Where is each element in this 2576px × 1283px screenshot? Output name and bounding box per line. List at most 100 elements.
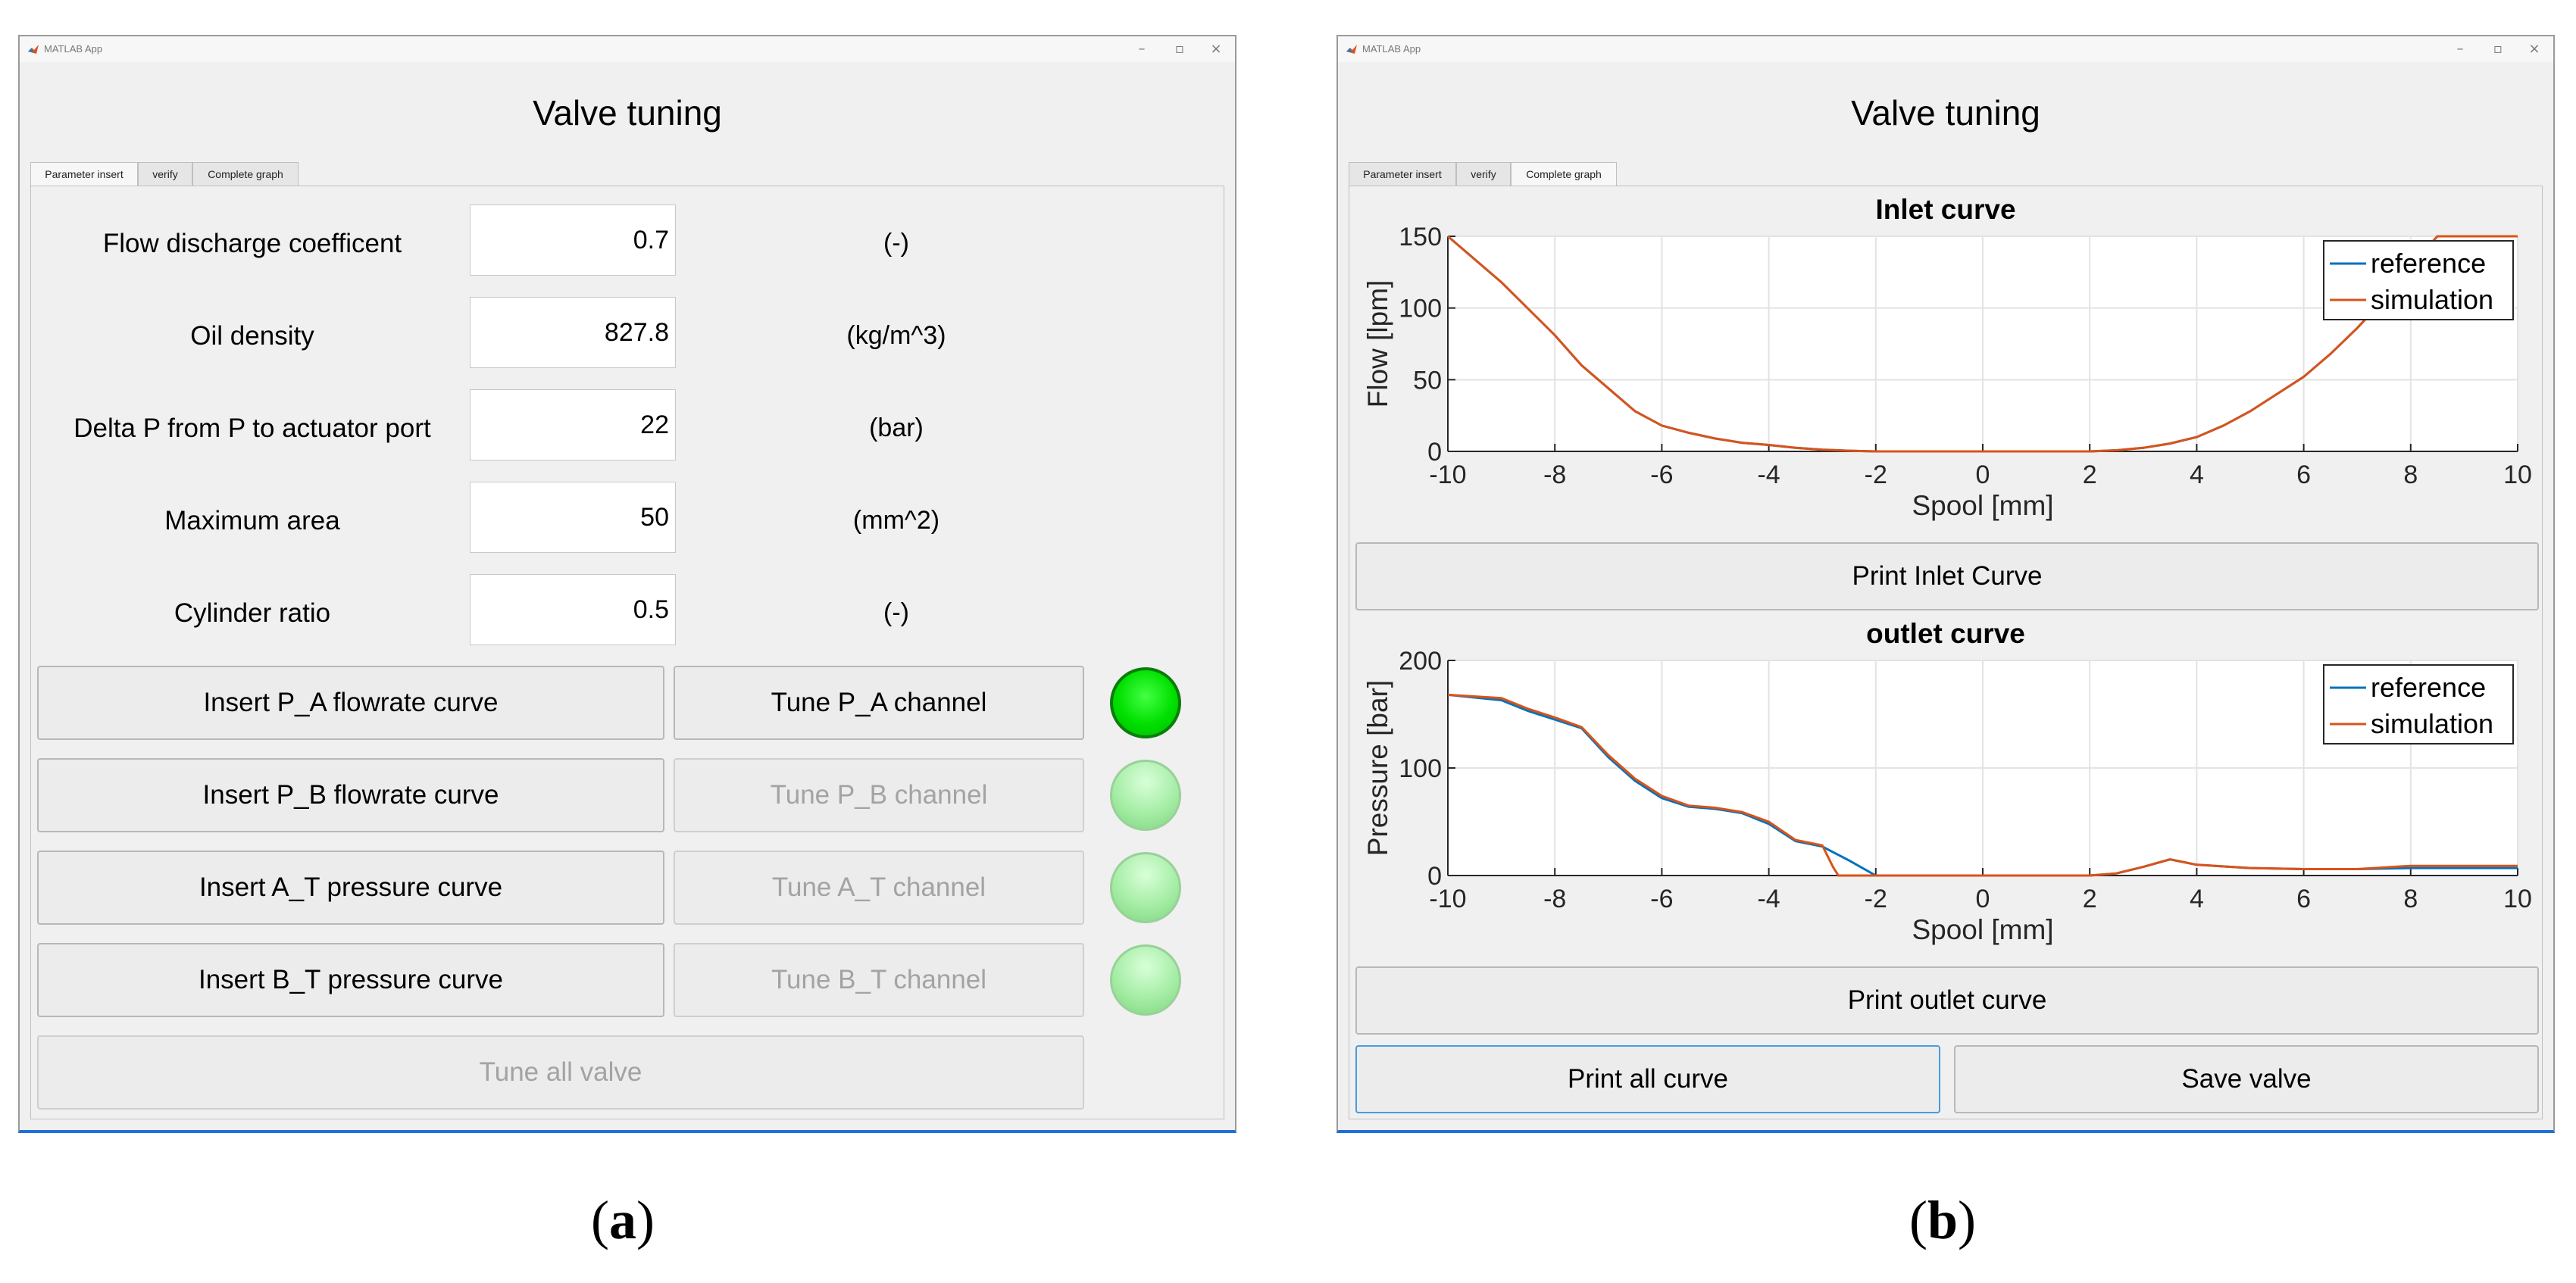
x-tick-label: 0 [1976,885,1990,913]
tab-parameter-insert[interactable]: Parameter insert [30,162,138,187]
caption-open: ( [1909,1190,1927,1250]
oil-density-field[interactable]: 827.8 [470,297,676,368]
print-outlet-curve-button[interactable]: Print outlet curve [1355,966,2539,1035]
maximum-area-field[interactable]: 50 [470,482,676,553]
x-axis-label: Spool [mm] [1912,914,2053,945]
tab-verify[interactable]: verify [1456,162,1511,186]
app-heading: Valve tuning [1851,93,2040,133]
tune-all-valve-button[interactable]: Tune all valve [37,1035,1084,1110]
x-tick-label: 6 [2296,885,2311,913]
app-heading: Valve tuning [533,93,722,133]
x-tick-label: 2 [2083,885,2097,913]
insert-at-pressure-button[interactable]: Insert A_T pressure curve [37,851,664,925]
close-icon[interactable]: × [2528,41,2540,57]
x-tick-label: 6 [2296,460,2311,489]
x-tick-label: -2 [1865,885,1887,913]
param-unit: (-) [883,229,909,258]
print-all-curve-button[interactable]: Print all curve [1355,1045,1940,1113]
y-axis-label: Flow [lpm] [1362,280,1393,408]
pb-status-lamp [1110,760,1181,831]
insert-pb-flowrate-button[interactable]: Insert P_B flowrate curve [37,758,664,832]
param-unit: (bar) [869,414,924,442]
tune-bt-channel-button[interactable]: Tune B_T channel [674,943,1084,1017]
x-tick-label: -6 [1650,460,1673,489]
x-tick-label: -6 [1650,885,1673,913]
app-window-b: MATLAB App – ▫ × Valve tuning Parameter … [1336,35,2555,1133]
tab-strip: Parameter insert verify Complete graph [30,162,1224,187]
x-tick-label: 10 [2503,460,2532,489]
caption-b: (b) [1909,1189,1976,1252]
title-bar: MATLAB App – ▫ × [20,36,1235,62]
legend-label-simulation: simulation [2371,708,2493,739]
title-bar: MATLAB App – ▫ × [1338,36,2553,62]
window-title: MATLAB App [1362,43,1421,55]
tab-complete-graph[interactable]: Complete graph [192,162,299,186]
insert-pa-flowrate-button[interactable]: Insert P_A flowrate curve [37,666,664,740]
y-tick-label: 0 [1427,438,1442,467]
x-tick-label: -8 [1543,885,1566,913]
tab-strip: Parameter insert verify Complete graph [1349,162,2543,187]
parameter-insert-panel: Flow discharge coefficent 0.7 (-) Oil de… [30,186,1224,1119]
y-tick-label: 150 [1399,223,1442,251]
x-tick-label: 10 [2503,885,2532,913]
series-line-simulation [1447,693,2518,877]
minimize-icon[interactable]: – [1138,41,1146,57]
y-tick-label: 100 [1399,295,1442,323]
outlet-plot-title: outlet curve [1866,618,2025,649]
tune-at-channel-button[interactable]: Tune A_T channel [674,851,1084,925]
caption-close: ) [1958,1190,1977,1250]
minimize-icon[interactable]: – [2456,41,2464,57]
legend-label-simulation: simulation [2371,284,2493,315]
app-window-a: MATLAB App – ▫ × Valve tuning Parameter … [18,35,1236,1133]
tab-parameter-insert[interactable]: Parameter insert [1349,162,1456,186]
caption-letter: b [1927,1190,1959,1250]
maximize-icon[interactable]: ▫ [1174,41,1185,57]
maximize-icon[interactable]: ▫ [2493,41,2503,57]
cylinder-ratio-field[interactable]: 0.5 [470,574,676,645]
caption-close: ) [636,1190,655,1250]
legend-label-reference: reference [2371,248,2486,279]
series-line-simulation [1447,235,2518,453]
param-label-discharge-coefficient: Flow discharge coefficent [102,229,402,258]
x-tick-label: -4 [1757,460,1780,489]
y-tick-label: 200 [1399,647,1442,676]
discharge-coefficient-field[interactable]: 0.7 [470,204,676,276]
x-tick-label: 4 [2190,885,2204,913]
param-label-cylinder-ratio: Cylinder ratio [174,598,331,628]
save-valve-button[interactable]: Save valve [1954,1045,2539,1113]
caption-letter: a [608,1190,636,1250]
matlab-logo-icon [1346,45,1357,54]
x-tick-label: 4 [2190,460,2204,489]
matlab-logo-icon [28,45,39,54]
x-tick-label: -8 [1543,460,1566,489]
print-inlet-curve-button[interactable]: Print Inlet Curve [1355,542,2539,610]
x-tick-label: 0 [1976,460,1990,489]
y-tick-label: 100 [1399,754,1442,783]
y-tick-label: 0 [1427,862,1442,891]
param-label-maximum-area: Maximum area [164,506,340,535]
x-axis-label: Spool [mm] [1912,490,2053,521]
x-tick-label: -2 [1865,460,1887,489]
x-tick-label: -4 [1757,885,1780,913]
tune-pb-channel-button[interactable]: Tune P_B channel [674,758,1084,832]
x-tick-label: 8 [2403,460,2418,489]
caption-open: ( [591,1190,609,1250]
tab-verify[interactable]: verify [138,162,192,186]
pa-status-lamp [1110,667,1181,738]
tune-pa-channel-button[interactable]: Tune P_A channel [674,666,1084,740]
y-axis-label: Pressure [bar] [1362,680,1393,856]
delta-p-field[interactable]: 22 [470,389,676,460]
x-tick-label: -10 [1429,885,1466,913]
close-icon[interactable]: × [1210,41,1222,57]
legend-box [2323,240,2514,320]
tab-complete-graph[interactable]: Complete graph [1511,162,1617,187]
param-label-delta-p: Delta P from P to actuator port [73,414,431,443]
legend-box [2323,664,2514,745]
legend-label-reference: reference [2371,672,2486,703]
insert-bt-pressure-button[interactable]: Insert B_T pressure curve [37,943,664,1017]
at-status-lamp [1110,852,1181,923]
bt-status-lamp [1110,944,1181,1016]
x-tick-label: 8 [2403,885,2418,913]
